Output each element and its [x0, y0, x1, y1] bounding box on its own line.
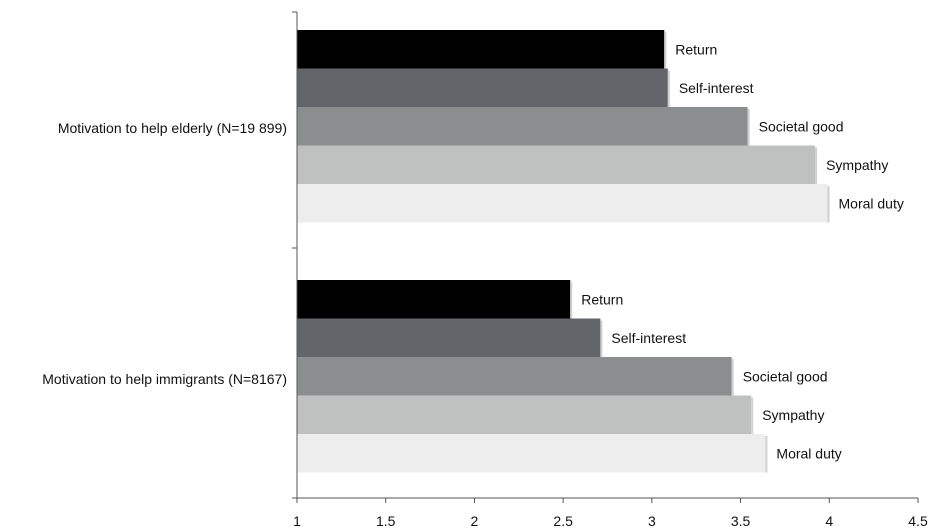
- bar-moral-duty-elderly: [297, 184, 828, 223]
- bar-shadow: [765, 436, 768, 473]
- bar-label: Moral duty: [776, 445, 841, 461]
- bar-label: Societal good: [759, 118, 844, 134]
- bar-shadow: [731, 359, 734, 396]
- x-tick-label: 2.5: [553, 513, 573, 529]
- x-tick-label: 3: [648, 513, 656, 529]
- x-tick-label: 3.5: [731, 513, 751, 529]
- category-labels-group: Motivation to help elderly (N=19 899) Mot…: [42, 120, 287, 387]
- bar-return-elderly: [297, 30, 665, 69]
- bar-shadow: [570, 282, 573, 319]
- bar-return-immigrants: [297, 280, 571, 319]
- bar-label: Self-interest: [679, 80, 754, 96]
- bar-shadow: [664, 32, 667, 69]
- x-tick-label: 4: [825, 513, 833, 529]
- category-label: Motivation to help elderly (N=19 899): [58, 120, 287, 136]
- bar-self-interest-immigrants: [297, 318, 601, 357]
- x-ticks-group: 1 1.5 2 2.5 3 3.5 4 4.5: [293, 498, 928, 529]
- bar-shadow: [600, 320, 603, 357]
- bar-shadow: [747, 109, 750, 146]
- category-label: Motivation to help immigrants (N=8167): [42, 371, 287, 387]
- bar-moral-duty-immigrants: [297, 434, 766, 473]
- bar-label: Moral duty: [839, 195, 904, 211]
- bar-sympathy-immigrants: [297, 395, 752, 434]
- bar-label: Return: [581, 291, 623, 307]
- bar-label: Sympathy: [762, 407, 824, 423]
- bar-shadow: [827, 186, 830, 223]
- bar-label: Self-interest: [611, 330, 686, 346]
- bars-group: [297, 30, 830, 473]
- axes-group: [292, 11, 918, 499]
- bar-label: Return: [675, 41, 717, 57]
- bar-shadow: [667, 70, 670, 107]
- x-tick-label: 2: [471, 513, 479, 529]
- bar-societal-good-elderly: [297, 107, 748, 146]
- x-tick-label: 1.5: [376, 513, 396, 529]
- bar-labels-group: Return Self-interest Societal good Sympathy…: [581, 41, 904, 461]
- bar-self-interest-elderly: [297, 68, 668, 107]
- bar-sympathy-elderly: [297, 145, 816, 184]
- bar-label: Sympathy: [826, 157, 888, 173]
- bar-label: Societal good: [743, 368, 828, 384]
- x-tick-label: 1: [293, 513, 301, 529]
- bar-shadow: [751, 397, 754, 434]
- bar-shadow: [815, 147, 818, 184]
- bar-societal-good-immigrants: [297, 357, 732, 396]
- x-tick-label: 4.5: [908, 513, 928, 529]
